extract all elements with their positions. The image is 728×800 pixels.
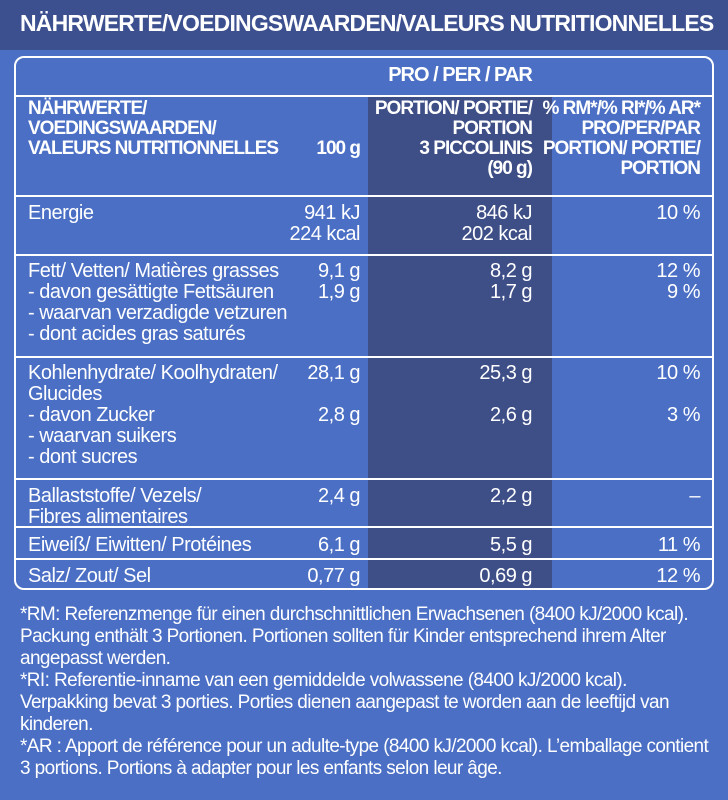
- nutrient-header: NÄHRWERTE/ VOEDINGSWAARDEN/ VALEURS NUTR…: [28, 98, 279, 159]
- divider: [16, 95, 712, 97]
- protein-per100: 6,1 g: [318, 534, 360, 556]
- divider: [16, 526, 712, 528]
- per100-header: 100 g: [316, 138, 361, 159]
- per-label: PRO / PER / PAR: [388, 64, 533, 86]
- portion-column-highlight: [368, 97, 552, 588]
- fat-label: Fett/ Vetten/ Matières grasses - davon g…: [28, 260, 287, 345]
- protein-ri: 11 %: [657, 534, 701, 556]
- carbs-ri: 10 %: [656, 362, 700, 384]
- fibre-label: Ballaststoffe/ Vezels/ Fibres alimentair…: [28, 485, 202, 528]
- page-title: NÄHRWERTE/VOEDINGSWAARDEN/VALEURS NUTRIT…: [20, 10, 714, 36]
- divider: [16, 356, 712, 358]
- energy-portion: 846 kJ 202 kcal: [461, 202, 533, 245]
- fibre-per100: 2,4 g: [318, 485, 360, 507]
- energy-label: Energie: [28, 202, 94, 224]
- carbs-portion: 25,3 g: [479, 362, 532, 384]
- title-bar: NÄHRWERTE/VOEDINGSWAARDEN/VALEURS NUTRIT…: [0, 0, 728, 50]
- sugar-ri: 3 %: [667, 404, 700, 426]
- divider: [16, 558, 712, 560]
- energy-ri: 10 %: [656, 202, 700, 224]
- carbs-label: Kohlenhydrate/ Koolhydraten/ Glucides - …: [28, 362, 278, 468]
- fibre-ri: –: [689, 485, 700, 507]
- nutrition-table: PRO / PER / PAR NÄHRWERTE/ VOEDINGSWAARD…: [14, 56, 714, 590]
- portion-header: PORTION/ PORTIE/ PORTION 3 PICCOLINIS (9…: [374, 98, 533, 179]
- fat-ri: 12 % 9 %: [656, 260, 700, 303]
- protein-portion: 5,5 g: [490, 534, 532, 556]
- ri-header: % RM*/% RI*/% AR* PRO/PER/PAR PORTION/ P…: [542, 98, 701, 179]
- carbs-per100: 28,1 g: [307, 362, 360, 384]
- footnote-ar: *AR : Apport de référence pour un adulte…: [20, 736, 709, 779]
- fat-per100: 9,1 g 1,9 g: [318, 260, 360, 303]
- divider: [16, 478, 712, 480]
- fibre-portion: 2,2 g: [490, 485, 532, 507]
- sugar-portion: 2,6 g: [490, 404, 532, 426]
- protein-label: Eiweiß/ Eiwitten/ Protéines: [28, 534, 252, 556]
- salt-portion: 0,69 g: [479, 565, 532, 587]
- footnote-rm: *RM: Referenzmenge für einen durchschnit…: [20, 604, 689, 669]
- salt-label: Salz/ Zout/ Sel: [28, 565, 151, 587]
- footnote-ri: *RI: Referentie-inname van een gemiddeld…: [20, 670, 670, 735]
- energy-per100: 941 kJ 224 kcal: [289, 202, 361, 245]
- sugar-per100: 2,8 g: [318, 404, 360, 426]
- fat-portion: 8,2 g 1,7 g: [490, 260, 532, 303]
- salt-ri: 12 %: [656, 565, 700, 587]
- footnotes: *RM: Referenzmenge für einen durchschnit…: [20, 604, 720, 780]
- salt-per100: 0,77 g: [307, 565, 360, 587]
- divider: [16, 254, 712, 256]
- divider: [16, 195, 712, 197]
